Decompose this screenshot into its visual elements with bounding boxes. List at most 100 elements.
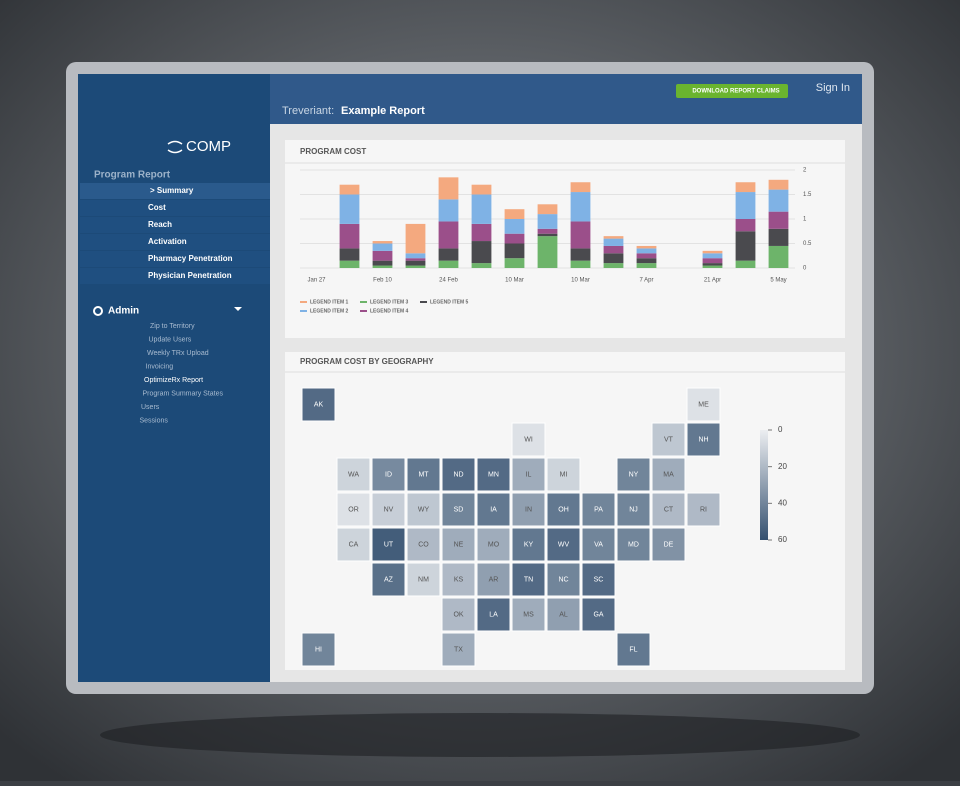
- state[interactable]: [616, 527, 651, 562]
- admin-item[interactable]: Program Summary States: [143, 390, 224, 397]
- state[interactable]: [371, 492, 406, 527]
- state[interactable]: [406, 562, 441, 597]
- bar-segment: [438, 177, 459, 200]
- state[interactable]: [336, 492, 371, 527]
- state[interactable]: [406, 457, 441, 492]
- state-label: KY: [524, 541, 534, 548]
- nav-item-bg: [80, 200, 270, 216]
- state[interactable]: [476, 562, 511, 597]
- bar-segment: [537, 233, 558, 237]
- state[interactable]: [406, 492, 441, 527]
- state-label: ND: [453, 471, 463, 478]
- state[interactable]: [371, 527, 406, 562]
- state-label: NC: [558, 576, 568, 583]
- bar-segment: [570, 260, 591, 268]
- nav-item[interactable]: Cost: [148, 203, 166, 212]
- x-tick-label: 7 Apr: [639, 278, 653, 284]
- bar-segment: [735, 260, 756, 268]
- download-label: DOWNLOAD REPORT CLAIMS: [692, 89, 779, 95]
- bar-segment: [471, 223, 492, 242]
- state[interactable]: [511, 562, 546, 597]
- state[interactable]: [546, 527, 581, 562]
- nav-item[interactable]: Physician Penetration: [148, 271, 232, 280]
- state[interactable]: [651, 457, 686, 492]
- state[interactable]: [616, 457, 651, 492]
- state[interactable]: [511, 597, 546, 632]
- legend-label: LEGEND ITEM 4: [370, 308, 409, 314]
- admin-item[interactable]: Sessions: [140, 417, 169, 424]
- state[interactable]: [616, 492, 651, 527]
- nav-item[interactable]: Pharmacy Penetration: [148, 254, 233, 263]
- download-button[interactable]: [676, 84, 788, 98]
- state[interactable]: [581, 527, 616, 562]
- bar-segment: [702, 258, 723, 264]
- state-label: AR: [489, 576, 499, 583]
- state-label: PA: [594, 506, 603, 513]
- state[interactable]: [686, 387, 721, 422]
- bar-segment: [405, 223, 426, 254]
- bar-segment: [636, 258, 657, 264]
- state[interactable]: [476, 457, 511, 492]
- state[interactable]: [546, 597, 581, 632]
- bar-segment: [702, 253, 723, 259]
- nav-item[interactable]: > Summary: [150, 186, 194, 195]
- admin-item[interactable]: OptimizeRx Report: [144, 377, 203, 384]
- state[interactable]: [476, 492, 511, 527]
- bar-segment: [702, 263, 723, 266]
- state[interactable]: [301, 387, 336, 422]
- state-label: GA: [593, 611, 603, 618]
- state[interactable]: [511, 457, 546, 492]
- state[interactable]: [581, 597, 616, 632]
- state[interactable]: [406, 527, 441, 562]
- admin-item[interactable]: Zip to Territory: [150, 323, 195, 330]
- state[interactable]: [651, 527, 686, 562]
- admin-title[interactable]: Admin: [108, 306, 139, 317]
- state-label: CT: [664, 506, 674, 513]
- bar-segment: [372, 250, 393, 261]
- bar-segment: [471, 194, 492, 224]
- state[interactable]: [441, 597, 476, 632]
- state-label: AZ: [384, 576, 394, 583]
- admin-item[interactable]: Weekly TRx Upload: [147, 350, 209, 357]
- admin-item[interactable]: Update Users: [149, 336, 192, 343]
- state[interactable]: [511, 527, 546, 562]
- state-label: MT: [418, 471, 429, 478]
- state[interactable]: [511, 422, 546, 457]
- state[interactable]: [651, 422, 686, 457]
- state[interactable]: [546, 562, 581, 597]
- state[interactable]: [476, 527, 511, 562]
- state[interactable]: [336, 527, 371, 562]
- state[interactable]: [301, 632, 336, 667]
- state[interactable]: [371, 562, 406, 597]
- state[interactable]: [546, 457, 581, 492]
- bar-segment: [405, 265, 426, 268]
- state-label: MI: [560, 471, 568, 478]
- bar-segment: [471, 241, 492, 264]
- state[interactable]: [441, 632, 476, 667]
- state[interactable]: [686, 422, 721, 457]
- admin-item[interactable]: Users: [141, 404, 160, 411]
- state[interactable]: [336, 457, 371, 492]
- state[interactable]: [546, 492, 581, 527]
- state[interactable]: [581, 492, 616, 527]
- state-label: WY: [418, 506, 430, 513]
- state[interactable]: [441, 562, 476, 597]
- state[interactable]: [441, 492, 476, 527]
- state[interactable]: [441, 527, 476, 562]
- bar-segment: [603, 263, 624, 268]
- state[interactable]: [441, 457, 476, 492]
- nav-item[interactable]: Reach: [148, 220, 172, 229]
- scale-label: 0: [778, 425, 783, 434]
- nav-item-bg: [80, 268, 270, 284]
- logo-icon: [167, 140, 183, 154]
- sign-in[interactable]: Sign In: [816, 82, 850, 94]
- state[interactable]: [511, 492, 546, 527]
- state[interactable]: [686, 492, 721, 527]
- state[interactable]: [476, 597, 511, 632]
- state[interactable]: [371, 457, 406, 492]
- state[interactable]: [651, 492, 686, 527]
- state[interactable]: [581, 562, 616, 597]
- nav-item[interactable]: Activation: [148, 237, 187, 246]
- admin-item[interactable]: Invoicing: [146, 363, 174, 370]
- state[interactable]: [616, 632, 651, 667]
